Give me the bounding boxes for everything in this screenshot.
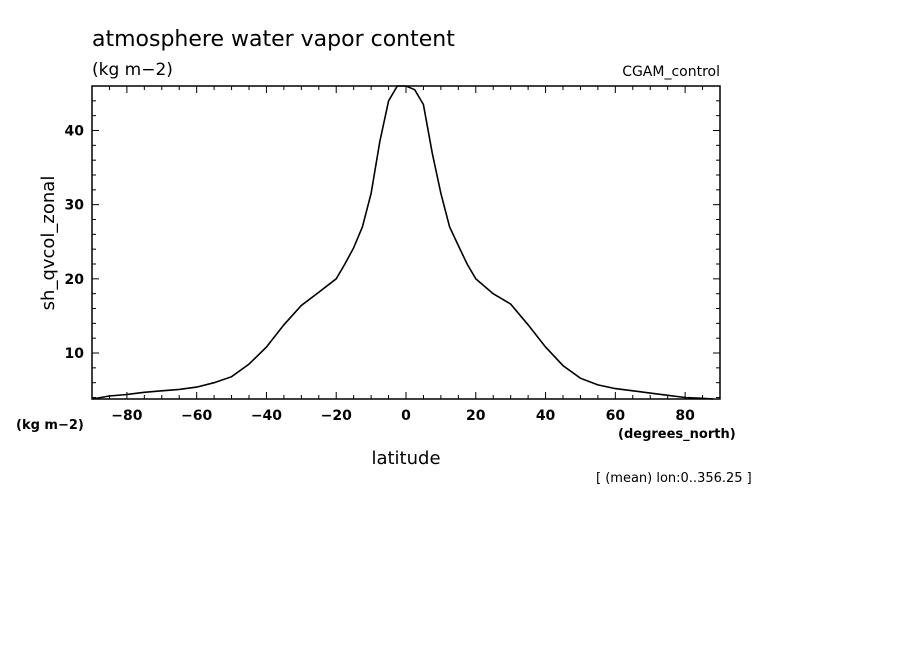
x-axis-label: latitude: [371, 448, 440, 469]
x-tick-label: −60: [181, 408, 212, 424]
x-tick-label: −40: [251, 408, 282, 424]
chart-units-subtitle: (kg m−2): [92, 60, 173, 80]
y-axis-units: (kg m−2): [16, 418, 84, 433]
y-tick-label: 10: [65, 346, 85, 362]
chart-title: atmosphere water vapor content: [92, 27, 455, 52]
y-axis-label: sh_qvcol_zonal: [38, 176, 59, 311]
axis-ticks: [91, 85, 721, 399]
x-tick-label: 80: [675, 408, 695, 424]
x-tick-label: −80: [111, 408, 142, 424]
x-tick-label: 60: [606, 408, 626, 424]
y-tick-labels: 10 20 30 40: [65, 124, 85, 363]
series-line-sh-qvcol-zonal: [91, 85, 714, 400]
x-tick-label: 20: [466, 408, 486, 424]
plot-frame: [91, 85, 721, 400]
x-tick-label: −20: [321, 408, 352, 424]
y-tick-label: 30: [65, 198, 85, 214]
y-tick-label: 40: [65, 124, 85, 140]
x-axis-units: (degrees_north): [618, 427, 736, 442]
y-tick-label: 20: [65, 272, 85, 288]
x-tick-label: 40: [536, 408, 556, 424]
x-tick-label: 0: [401, 408, 411, 424]
run-label: CGAM_control: [622, 64, 720, 80]
x-tick-labels: −80 −60 −40 −20 0 20 40 60 80: [111, 408, 695, 424]
averaging-footnote: [ (mean) lon:0..356.25 ]: [596, 471, 752, 486]
